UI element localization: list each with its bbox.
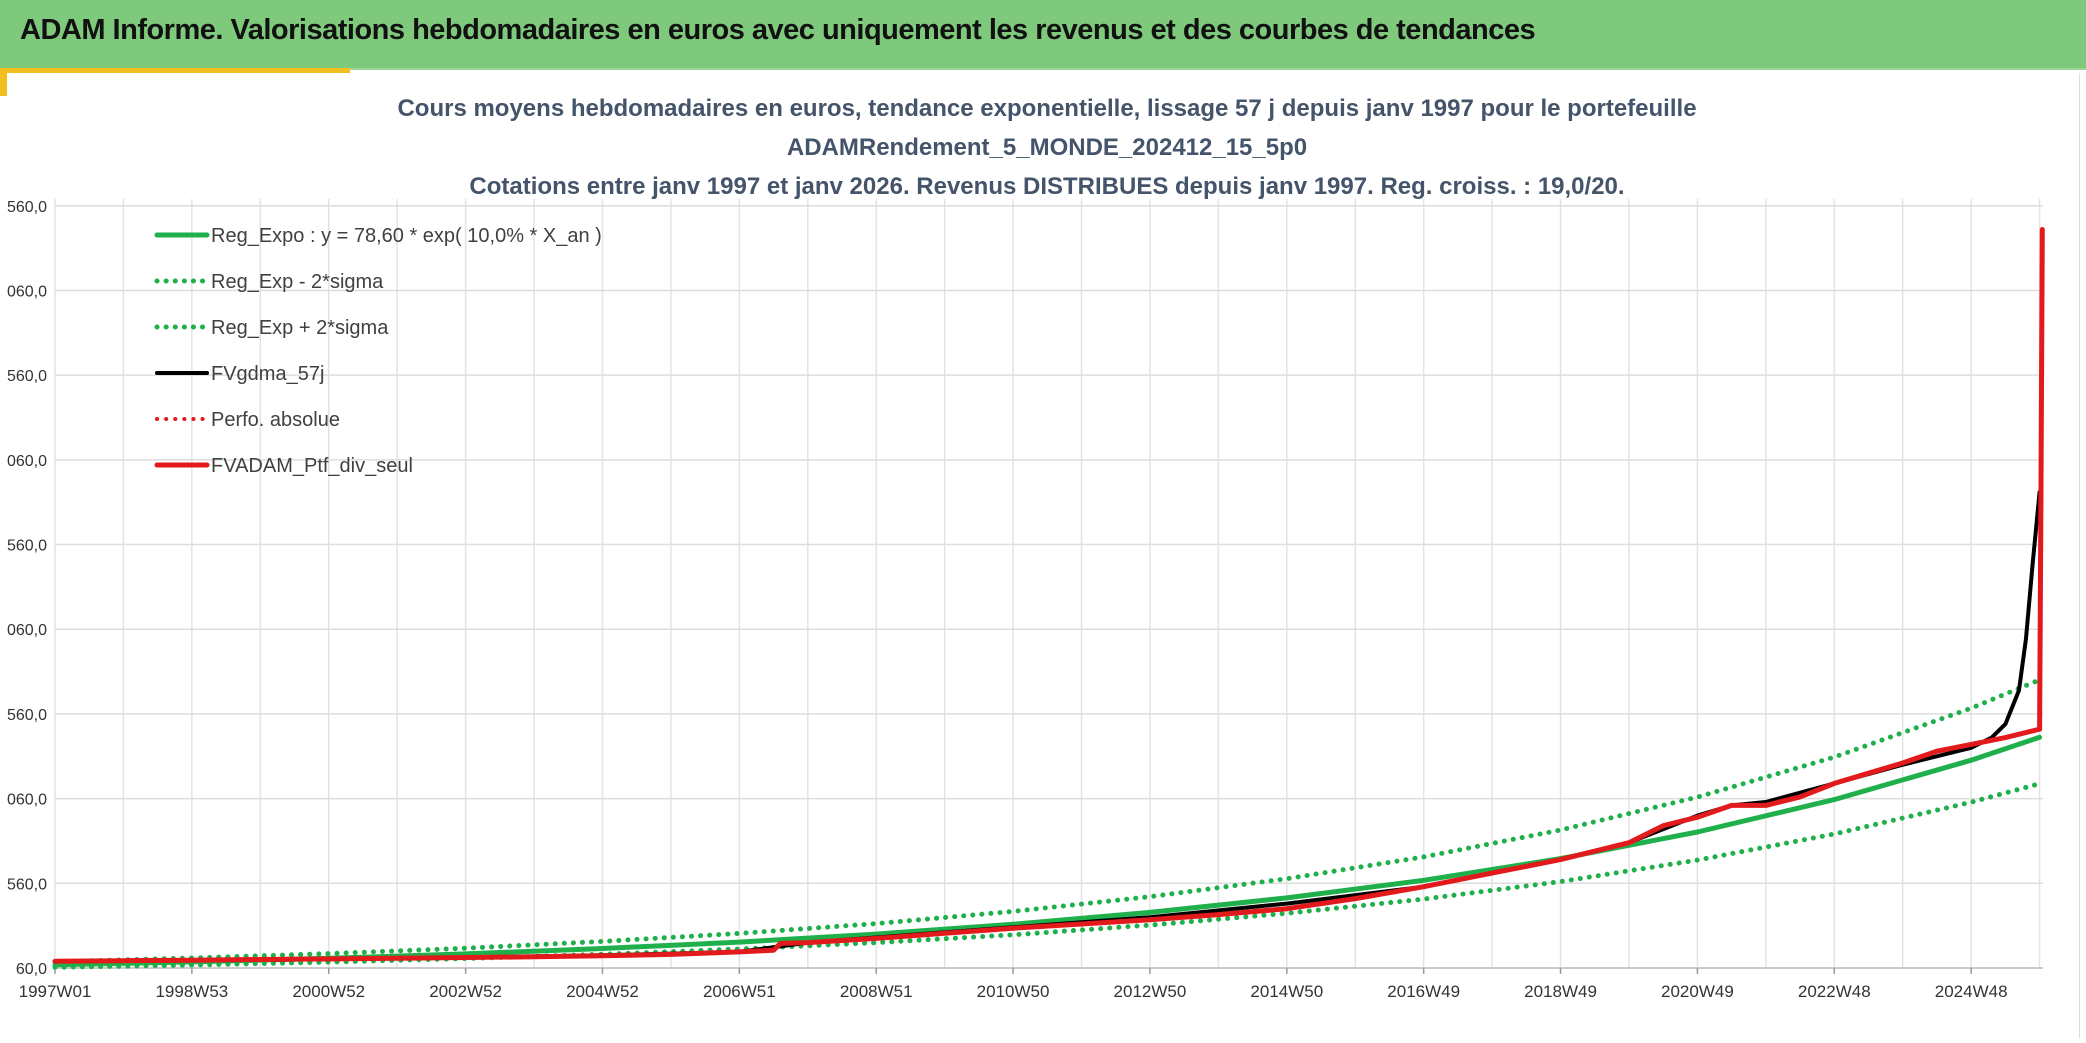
legend-label: Reg_Expo : y = 78,60 * exp( 10,0% * X_an… bbox=[211, 225, 602, 247]
accent-stripe-top bbox=[0, 68, 350, 73]
y-tick-label: 60,0 bbox=[16, 961, 47, 978]
series-layer bbox=[52, 227, 2045, 970]
legend-label: Perfo. absolue bbox=[211, 409, 340, 431]
y-tick-label: 1 560,0 bbox=[7, 707, 47, 724]
legend-label: FVADAM_Ptf_div_seul bbox=[211, 455, 413, 477]
y-tick-label: 560,0 bbox=[7, 876, 47, 893]
x-tick-label: 2016W49 bbox=[1387, 982, 1460, 1001]
legend-label: FVgdma_57j bbox=[211, 363, 324, 385]
x-tick-label: 2010W50 bbox=[977, 982, 1050, 1001]
y-tick-label: 3 560,0 bbox=[7, 368, 47, 385]
y-tick-label: 2 060,0 bbox=[7, 622, 47, 639]
grid-layer bbox=[54, 199, 2043, 969]
chart-container: Cours moyens hebdomadaires en euros, ten… bbox=[7, 73, 2080, 1038]
y-tick-label: 2 560,0 bbox=[7, 538, 47, 555]
chart-title-line: Cotations entre janv 1997 et janv 2026. … bbox=[469, 173, 1624, 200]
x-tick-label: 1997W01 bbox=[19, 982, 92, 1001]
x-tick-label: 2004W52 bbox=[566, 982, 639, 1001]
x-tick-label: 2006W51 bbox=[703, 982, 776, 1001]
y-tick-label: 1 060,0 bbox=[7, 792, 47, 809]
x-tick-label: 2002W52 bbox=[429, 982, 502, 1001]
axis-layer: 60,0 560,0 1 060,0 1 560,0 2 060,0 2 560,0 3 0… bbox=[7, 199, 2043, 1001]
series-line bbox=[52, 677, 2043, 965]
header-bar: ADAM Informe. Valorisations hebdomadaire… bbox=[0, 0, 2086, 70]
x-tick-label: 1998W53 bbox=[155, 982, 228, 1001]
chart-title: Cours moyens hebdomadaires en euros, ten… bbox=[397, 95, 1696, 200]
chart-legend: Reg_Expo : y = 78,60 * exp( 10,0% * X_an… bbox=[154, 225, 602, 477]
legend-label: Reg_Exp + 2*sigma bbox=[211, 317, 389, 339]
x-tick-label: 2000W52 bbox=[292, 982, 365, 1001]
x-tick-label: 2018W49 bbox=[1524, 982, 1597, 1001]
page-title: ADAM Informe. Valorisations hebdomadaire… bbox=[20, 14, 1536, 46]
chart-svg: Cours moyens hebdomadaires en euros, ten… bbox=[7, 95, 2045, 1001]
series-line bbox=[53, 490, 2042, 964]
y-tick-label: 3 060,0 bbox=[7, 453, 47, 470]
series-line bbox=[52, 227, 2045, 964]
y-tick-label: 4 060,0 bbox=[7, 283, 47, 300]
x-tick-label: 2020W49 bbox=[1661, 982, 1734, 1001]
legend-label: Reg_Exp - 2*sigma bbox=[211, 271, 384, 293]
x-tick-label: 2014W50 bbox=[1250, 982, 1323, 1001]
x-tick-label: 2022W48 bbox=[1798, 982, 1871, 1001]
series-line bbox=[52, 781, 2043, 970]
accent-stripe-left bbox=[0, 68, 7, 96]
chart-title-line: ADAMRendement_5_MONDE_202412_15_5p0 bbox=[787, 134, 1307, 161]
chart-title-line: Cours moyens hebdomadaires en euros, ten… bbox=[397, 95, 1696, 122]
y-tick-label: 4 560,0 bbox=[7, 199, 47, 216]
x-tick-label: 2008W51 bbox=[840, 982, 913, 1001]
x-tick-label: 2024W48 bbox=[1935, 982, 2008, 1001]
x-tick-label: 2012W50 bbox=[1114, 982, 1187, 1001]
